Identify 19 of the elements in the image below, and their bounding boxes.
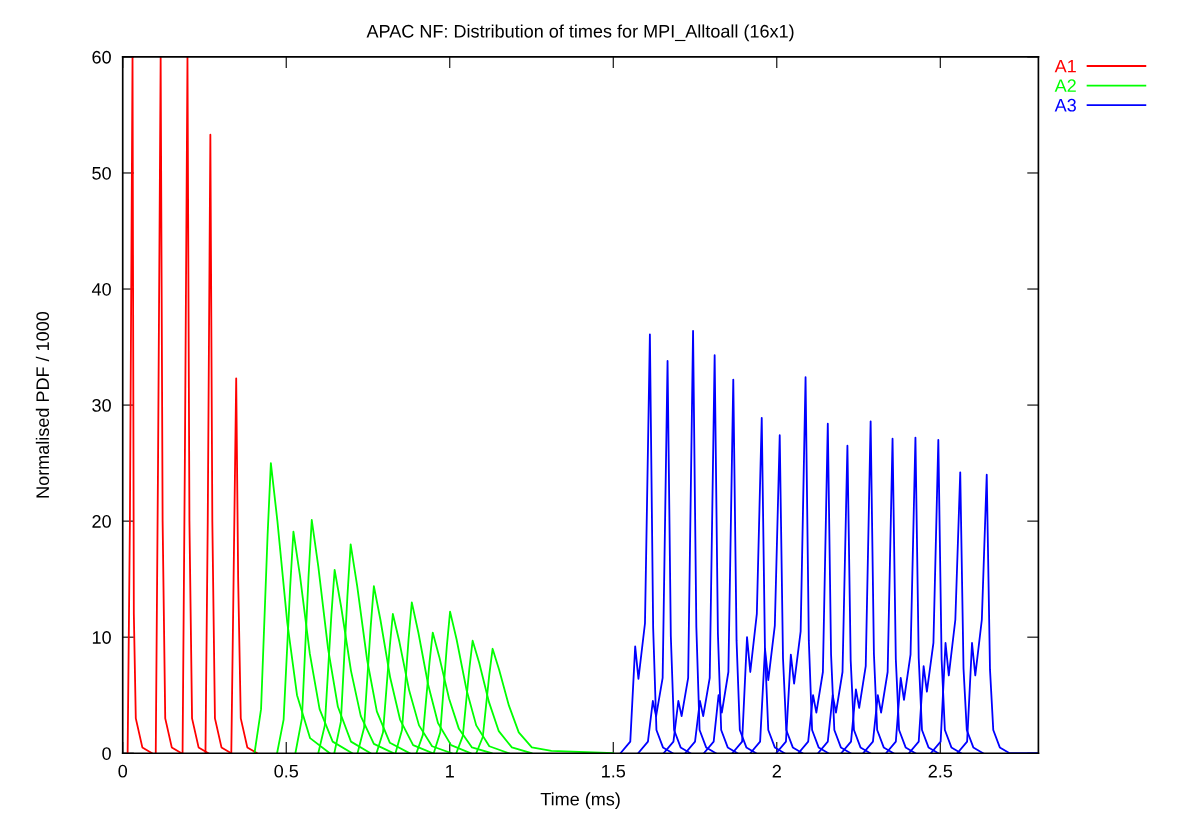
x-tick-label: 2: [772, 764, 781, 778]
x-tick-label: 1: [446, 765, 454, 778]
chart-title: APAC NF: Distribution of times for MPI_Alltoall (16x1): [366, 24, 794, 42]
y-tick-label: 40: [91, 282, 111, 296]
legend-label: A3: [1054, 98, 1076, 112]
x-tick-label: 0.5: [274, 764, 299, 778]
x-tick-label: 1.5: [602, 765, 626, 778]
y-tick-label: 30: [92, 399, 111, 412]
y-tick-label: 50: [92, 166, 111, 180]
y-tick-label: 60: [92, 50, 111, 64]
y-tick-label: 0: [102, 747, 111, 760]
y-tick-label: 10: [92, 631, 111, 644]
x-axis-title: Time (ms): [540, 792, 620, 810]
x-tick-label: 2.5: [928, 764, 953, 778]
x-tick-label: 0: [118, 764, 128, 778]
legend-label: A2: [1054, 79, 1076, 92]
y-tick-label: 20: [92, 515, 111, 528]
legend-label: A1: [1054, 59, 1076, 73]
y-axis-title: Normalised PDF / 1000: [35, 311, 50, 498]
